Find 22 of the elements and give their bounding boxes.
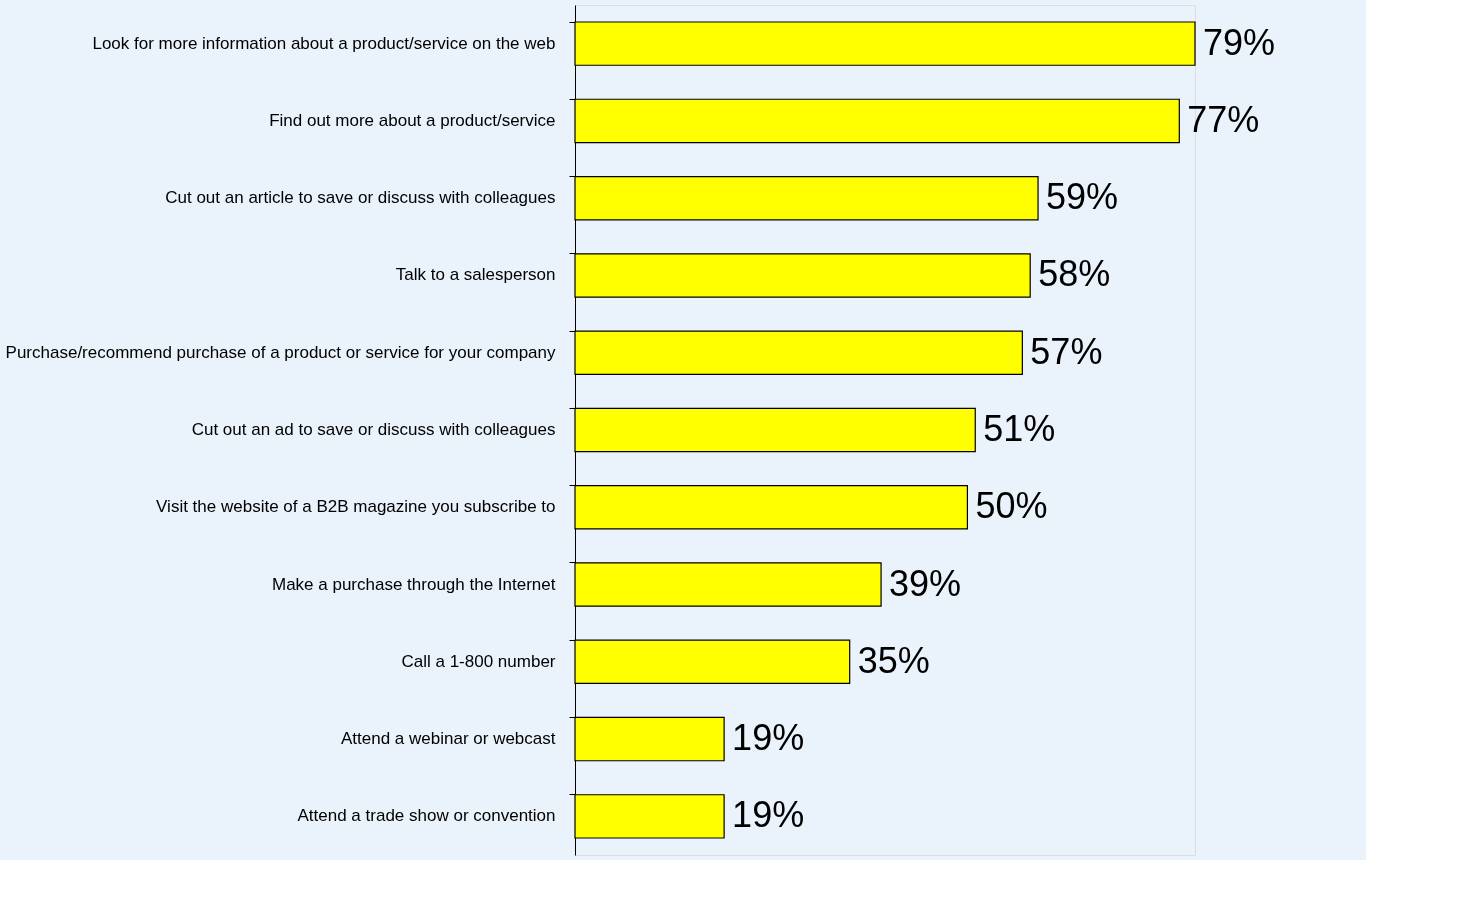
- data-label: 51%: [983, 408, 1056, 449]
- data-label: 57%: [1030, 330, 1103, 372]
- y-tick-label: Call a 1-800 number: [401, 651, 556, 671]
- y-tick-label: Find out more about a product/service: [269, 110, 556, 130]
- data-label: 39%: [889, 562, 962, 604]
- y-tick-label: Purchase/recommend purchase of a product or service for your company: [5, 342, 556, 362]
- y-tick-label: Cut out an article to save or discuss with colleagues: [165, 188, 556, 208]
- data-label: 19%: [732, 794, 805, 836]
- y-tick-label: Attend a webinar or webcast: [340, 729, 556, 749]
- data-label: 79%: [1203, 21, 1276, 63]
- y-tick-label: Attend a trade show or convention: [297, 806, 556, 826]
- data-label: 58%: [1038, 253, 1111, 295]
- y-tick-label: Make a purchase through the Internet: [271, 574, 556, 594]
- y-tick-label: Cut out an ad to save or discuss with colleagues: [191, 420, 556, 439]
- y-tick-label: Look for more information about a product/service on the web: [92, 33, 556, 53]
- data-label: 35%: [857, 639, 930, 681]
- data-label: 59%: [1046, 176, 1119, 218]
- y-tick-label: Talk to a salesperson: [395, 265, 556, 285]
- data-label: 77%: [1187, 98, 1260, 140]
- data-label: 19%: [732, 717, 805, 759]
- y-tick-label: Visit the website of a B2B magazine you subscribe to: [156, 497, 556, 517]
- data-label: 50%: [975, 485, 1048, 527]
